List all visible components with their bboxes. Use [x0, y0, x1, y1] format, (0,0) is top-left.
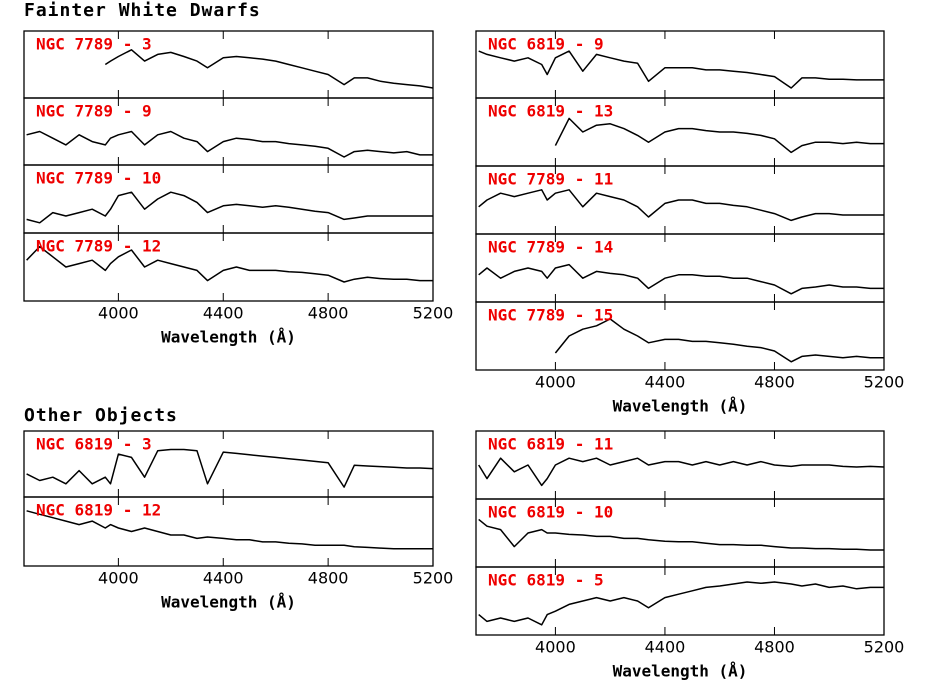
x-axis-label: Wavelength (Å)	[161, 593, 296, 612]
panel-title: NGC 7789 - 14	[488, 238, 613, 257]
x-tick-label: 4000	[98, 569, 139, 588]
x-tick-label: 4800	[308, 569, 349, 588]
spectrum-line	[554, 117, 884, 154]
section-heading: Other Objects	[24, 405, 178, 426]
spectrum-line	[478, 263, 884, 295]
panel-title: NGC 7789 - 9	[36, 102, 152, 121]
panel-title: NGC 6819 - 9	[488, 35, 604, 54]
panel-title: NGC 7789 - 12	[36, 237, 161, 256]
spectrum-line	[478, 50, 884, 89]
panel-title: NGC 7789 - 3	[36, 35, 152, 54]
panel-title: NGC 6819 - 3	[36, 435, 152, 454]
spectrum-line	[104, 49, 434, 89]
x-tick-label: 5200	[413, 304, 454, 323]
x-tick-label: 4000	[535, 638, 576, 657]
spectrum-line	[26, 191, 433, 224]
x-tick-label: 4800	[754, 373, 795, 392]
x-axis-label: Wavelength (Å)	[161, 328, 296, 347]
panel-title: NGC 6819 - 12	[36, 501, 161, 520]
panel-title: NGC 6819 - 11	[488, 435, 613, 454]
x-tick-label: 4400	[203, 304, 244, 323]
panel-title: NGC 7789 - 10	[36, 169, 161, 188]
panel-frame	[23, 232, 434, 302]
spectrum-line	[478, 581, 884, 626]
spectrum-line	[26, 130, 433, 158]
spectrum-line	[478, 457, 885, 487]
x-tick-label: 4800	[308, 304, 349, 323]
x-tick-label: 4400	[645, 638, 686, 657]
x-tick-label: 4400	[645, 373, 686, 392]
panel-title: NGC 6819 - 13	[488, 102, 613, 121]
spectrum-line	[554, 318, 884, 363]
spectrum-line	[26, 245, 433, 283]
panel-frame	[475, 566, 885, 636]
x-tick-label: 4000	[535, 373, 576, 392]
x-axis-label: Wavelength (Å)	[613, 662, 748, 681]
x-tick-label: 4000	[98, 304, 139, 323]
panel-title: NGC 7789 - 15	[488, 306, 613, 325]
panel-title: NGC 6819 - 5	[488, 571, 604, 590]
panel-title: NGC 6819 - 10	[488, 503, 613, 522]
panel-title: NGC 7789 - 11	[488, 170, 613, 189]
spectrum-line	[26, 510, 433, 550]
spectrum-line	[478, 189, 884, 222]
x-tick-label: 5200	[864, 638, 905, 657]
x-axis-label: Wavelength (Å)	[613, 397, 748, 416]
x-tick-label: 5200	[413, 569, 454, 588]
section-heading: Fainter White Dwarfs	[24, 0, 261, 21]
spectrum-line	[478, 518, 884, 551]
panel-frame	[23, 496, 434, 567]
panel-frame	[475, 301, 885, 371]
x-tick-label: 4400	[203, 569, 244, 588]
x-tick-label: 4800	[754, 638, 795, 657]
spectrum-line	[26, 448, 434, 488]
x-tick-label: 5200	[864, 373, 905, 392]
